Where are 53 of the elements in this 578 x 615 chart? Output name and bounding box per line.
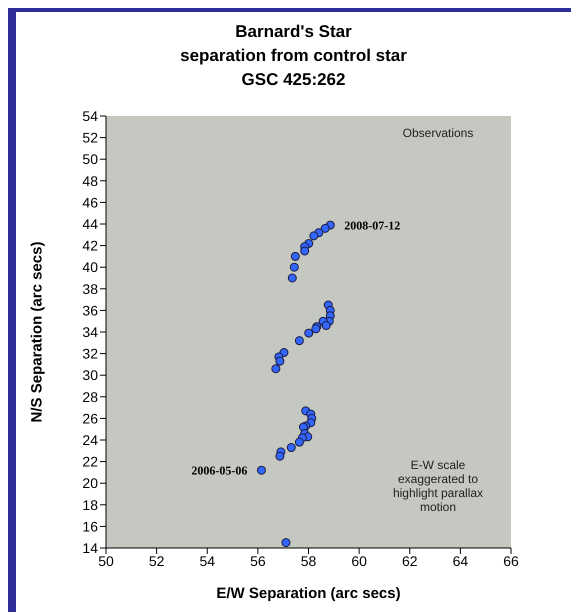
point <box>290 262 299 272</box>
y-tick-label: 16 <box>82 518 98 534</box>
y-tick-label: 46 <box>82 194 98 210</box>
point <box>322 321 331 330</box>
chart-title: Barnard's Star separation from control star GSC 425:262 <box>179 21 408 91</box>
point <box>271 364 280 374</box>
point <box>300 246 310 256</box>
point <box>275 356 284 366</box>
x-axis-title: E/W Separation (arc secs) <box>216 585 401 602</box>
y-tick-label: 42 <box>82 238 98 254</box>
annotation: 2006-05-06 <box>191 464 248 478</box>
y-tick-label: 52 <box>82 130 98 146</box>
point <box>256 466 266 475</box>
y-tick-label: 22 <box>82 454 98 470</box>
x-tick-label: 52 <box>148 552 165 569</box>
y-tick-label: 50 <box>82 151 98 168</box>
y-tick-label: 40 <box>82 259 98 276</box>
y-tick-label: 28 <box>82 388 98 405</box>
point <box>286 443 296 452</box>
y-tick-label: 44 <box>82 216 98 232</box>
x-tick-label: 62 <box>402 552 418 569</box>
x-tick-label: 64 <box>452 552 468 569</box>
y-tick-label: 36 <box>82 302 98 318</box>
y-tick-label: 14 <box>82 540 98 556</box>
y-tick-label: 38 <box>82 280 98 297</box>
y-tick-label: 54 <box>82 108 98 124</box>
y-tick-label: 30 <box>82 367 98 384</box>
y-axis-title: N/S Separation (arc secs) <box>28 242 46 422</box>
annotation: Observations <box>402 126 474 140</box>
y-tick-label: 34 <box>82 324 98 340</box>
x-tick-label: 56 <box>250 552 266 569</box>
x-tick-label: 66 <box>503 552 519 569</box>
point <box>309 231 318 240</box>
annotation: E-W scale exaggerated to highlight parallax motion <box>392 458 484 514</box>
y-tick-label: 20 <box>82 475 98 492</box>
x-tick-label: 50 <box>98 552 114 569</box>
point <box>288 274 297 282</box>
y-tick-label: 18 <box>82 496 98 513</box>
x-tick-label: 54 <box>199 552 216 569</box>
y-tick-label: 24 <box>82 432 98 448</box>
annotation: 2008-07-12 <box>344 218 400 232</box>
x-tick-label: 58 <box>300 552 316 569</box>
point <box>304 328 314 338</box>
y-tick-label: 32 <box>82 346 98 362</box>
y-tick-label: 26 <box>82 410 98 426</box>
point <box>281 538 290 548</box>
y-tick-label: 48 <box>82 172 98 189</box>
point <box>275 452 284 461</box>
point <box>290 252 300 261</box>
point <box>294 336 304 346</box>
x-tick-label: 60 <box>351 552 368 569</box>
point <box>294 438 304 447</box>
point <box>320 224 330 233</box>
